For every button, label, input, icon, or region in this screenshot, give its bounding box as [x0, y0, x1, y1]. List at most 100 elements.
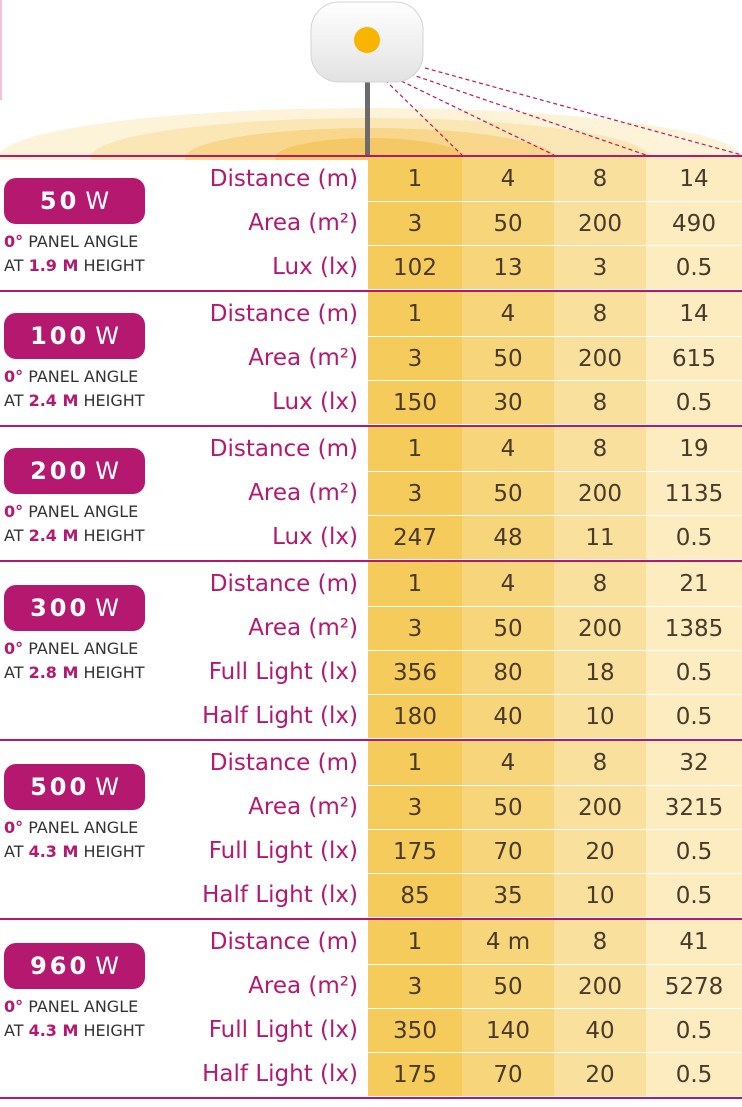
mounting-spec: 0° PANEL ANGLE AT 2.8 M HEIGHT — [4, 637, 174, 685]
value-cell: 490 — [646, 201, 742, 245]
height-text: HEIGHT — [83, 526, 145, 545]
value-cell: 50 — [462, 336, 554, 380]
data-row: Full Light (lx) 350 140 40 0.5 — [0, 1008, 742, 1052]
value-cell: 102 — [368, 245, 462, 289]
wattage-unit: W — [85, 187, 110, 215]
data-row: Distance (m) 1 4 8 32 — [0, 741, 742, 785]
panel-angle-value: 0° — [4, 818, 24, 837]
value-cell: 32 — [646, 741, 742, 785]
mounting-spec: 0° PANEL ANGLE AT 2.4 M HEIGHT — [4, 365, 174, 413]
panel-angle-value: 0° — [4, 997, 24, 1016]
at-text: AT — [4, 256, 24, 275]
value-cell: 200 — [554, 336, 646, 380]
data-row: Half Light (lx) 85 35 10 0.5 — [0, 873, 742, 917]
value-cell: 13 — [462, 245, 554, 289]
value-cell: 4 — [462, 562, 554, 606]
value-cell: 5278 — [646, 964, 742, 1008]
row-label: Lux (lx) — [272, 389, 358, 415]
value-cell: 3 — [368, 606, 462, 650]
value-cell: 4 — [462, 292, 554, 336]
row-label: Distance (m) — [209, 301, 358, 327]
mounting-spec: 0° PANEL ANGLE AT 4.3 M HEIGHT — [4, 995, 174, 1043]
data-row: Full Light (lx) 175 70 20 0.5 — [0, 829, 742, 873]
data-row: Distance (m) 1 4 8 14 — [0, 292, 742, 336]
row-label: Full Light (lx) — [208, 1017, 358, 1043]
value-cell: 1 — [368, 920, 462, 964]
value-cell: 175 — [368, 829, 462, 873]
panel-angle-line: 0° PANEL ANGLE — [4, 500, 174, 524]
data-row: Distance (m) 1 4 8 14 — [0, 157, 742, 201]
data-row: Lux (lx) 102 13 3 0.5 — [0, 245, 742, 289]
wattage-value: 300 — [30, 594, 90, 622]
value-cell: 85 — [368, 873, 462, 917]
value-cell: 14 — [646, 157, 742, 201]
at-text: AT — [4, 526, 24, 545]
data-row: Full Light (lx) 356 80 18 0.5 — [0, 650, 742, 694]
value-cell: 3 — [368, 201, 462, 245]
data-row: Area (m²) 3 50 200 1385 — [0, 606, 742, 650]
value-cell: 0.5 — [646, 245, 742, 289]
wattage-unit: W — [95, 594, 119, 622]
value-cell: 4 — [462, 741, 554, 785]
value-cell: 1 — [368, 427, 462, 471]
spec-group-100w: 100 W 0° PANEL ANGLE AT 2.4 M HEIGHT Distanc… — [0, 292, 742, 427]
value-cell: 50 — [462, 785, 554, 829]
data-row: Area (m²) 3 50 200 615 — [0, 336, 742, 380]
panel-angle-text: PANEL ANGLE — [28, 639, 139, 658]
at-text: AT — [4, 663, 24, 682]
row-label: Lux (lx) — [272, 254, 358, 280]
wattage-unit: W — [95, 952, 119, 980]
floodlight-illustration — [0, 0, 742, 160]
data-row: Half Light (lx) 180 40 10 0.5 — [0, 694, 742, 738]
at-text: AT — [4, 391, 24, 410]
value-cell: 3 — [368, 964, 462, 1008]
row-label: Distance (m) — [209, 571, 358, 597]
value-cell: 1 — [368, 562, 462, 606]
wattage-badge: 100 W — [4, 313, 145, 359]
value-cell: 50 — [462, 964, 554, 1008]
value-cell: 200 — [554, 785, 646, 829]
value-cell: 150 — [368, 380, 462, 424]
row-label: Distance (m) — [209, 929, 358, 955]
spec-group-50w: 50 W 0° PANEL ANGLE AT 1.9 M HEIGHT Distance… — [0, 155, 742, 292]
value-cell: 10 — [554, 694, 646, 738]
data-row: Distance (m) 1 4 m 8 41 — [0, 920, 742, 964]
value-cell: 35 — [462, 873, 554, 917]
value-cell: 0.5 — [646, 650, 742, 694]
panel-angle-line: 0° PANEL ANGLE — [4, 637, 174, 661]
wattage-value: 200 — [30, 457, 90, 485]
value-cell: 0.5 — [646, 1008, 742, 1052]
panel-angle-line: 0° PANEL ANGLE — [4, 816, 174, 840]
mount-height-value: 1.9 M — [28, 256, 79, 275]
value-cell: 21 — [646, 562, 742, 606]
value-cell: 3 — [368, 785, 462, 829]
value-cell: 0.5 — [646, 694, 742, 738]
panel-angle-value: 0° — [4, 232, 24, 251]
value-cell: 40 — [554, 1008, 646, 1052]
at-text: AT — [4, 842, 24, 861]
value-cell: 0.5 — [646, 829, 742, 873]
value-cell: 615 — [646, 336, 742, 380]
value-cell: 180 — [368, 694, 462, 738]
wattage-unit: W — [95, 773, 119, 801]
value-cell: 50 — [462, 606, 554, 650]
row-label: Lux (lx) — [272, 524, 358, 550]
value-cell: 3215 — [646, 785, 742, 829]
mount-height-line: AT 1.9 M HEIGHT — [4, 254, 174, 278]
value-cell: 80 — [462, 650, 554, 694]
data-row: Area (m²) 3 50 200 3215 — [0, 785, 742, 829]
height-text: HEIGHT — [83, 391, 145, 410]
value-cell: 48 — [462, 515, 554, 559]
value-cell: 50 — [462, 201, 554, 245]
row-label: Half Light (lx) — [202, 703, 358, 729]
panel-angle-line: 0° PANEL ANGLE — [4, 995, 174, 1019]
specification-table: 50 W 0° PANEL ANGLE AT 1.9 M HEIGHT Distance… — [0, 155, 742, 1099]
value-cell: 0.5 — [646, 873, 742, 917]
panel-angle-value: 0° — [4, 367, 24, 386]
wattage-unit: W — [95, 457, 119, 485]
row-label: Area (m²) — [248, 480, 358, 506]
mounting-spec: 0° PANEL ANGLE AT 2.4 M HEIGHT — [4, 500, 174, 548]
row-label: Area (m²) — [248, 615, 358, 641]
value-cell: 10 — [554, 873, 646, 917]
row-label: Distance (m) — [209, 166, 358, 192]
